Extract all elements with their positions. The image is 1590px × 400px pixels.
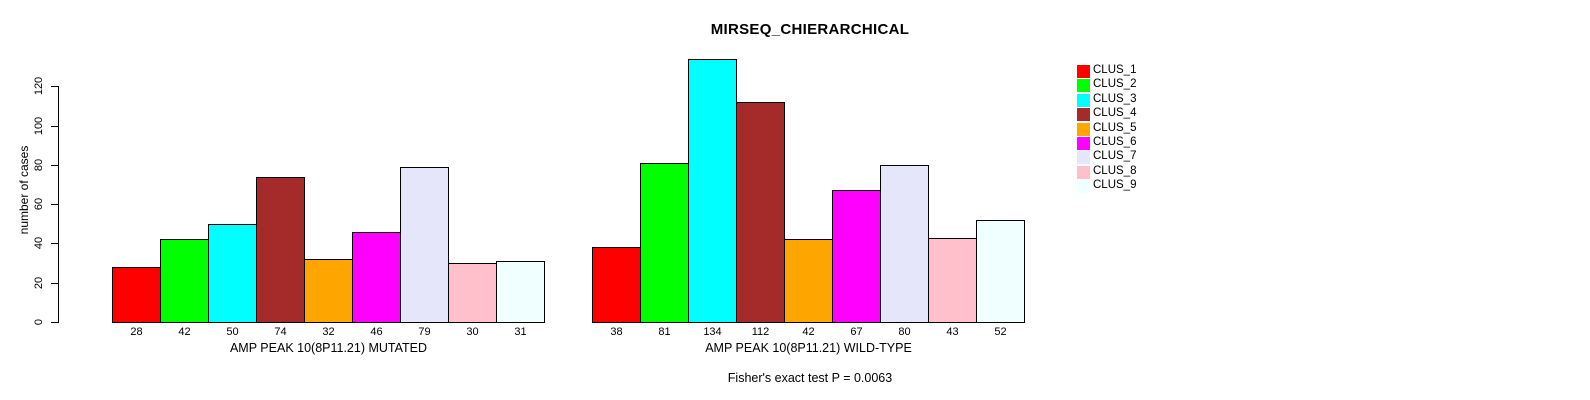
bar-value-label: 80 [898, 326, 911, 338]
bar-value-label: 43 [946, 326, 959, 338]
bar-clus-6 [832, 190, 881, 323]
bar-clus-3 [688, 59, 737, 323]
legend-label-3: CLUS_3 [1093, 92, 1137, 105]
bar-clus-7 [880, 165, 929, 323]
bar-value-label: 31 [514, 326, 527, 338]
bar-value-label: 67 [850, 326, 863, 338]
y-tick-mark [51, 126, 58, 127]
bar-clus-6 [352, 232, 401, 323]
y-tick-label: 40 [33, 236, 45, 250]
y-tick-mark [51, 165, 58, 166]
legend-swatch-6 [1077, 137, 1090, 150]
bar-value-label: 38 [610, 326, 623, 338]
bar-value-label: 32 [322, 326, 335, 338]
legend-label-2: CLUS_2 [1093, 78, 1137, 91]
bar-value-label: 79 [418, 326, 431, 338]
legend-label-1: CLUS_1 [1093, 64, 1137, 76]
y-axis-line [58, 86, 59, 323]
legend-swatch-5 [1077, 122, 1090, 136]
y-axis-label: number of cases [17, 145, 31, 235]
legend-label-7: CLUS_7 [1093, 150, 1137, 163]
legend-swatch-9 [1077, 180, 1090, 194]
bar-value-label: 42 [178, 326, 191, 338]
bar-value-label: 112 [751, 326, 770, 338]
y-tick-label: 0 [33, 318, 45, 326]
bar-clus-1 [112, 267, 161, 323]
legend-swatch-1 [1077, 65, 1090, 78]
x-axis-group-label: AMP PEAK 10(8P11.21) MUTATED [229, 341, 428, 355]
bar-clus-1 [592, 247, 641, 323]
bar-clus-8 [928, 238, 977, 323]
legend-swatch-8 [1077, 165, 1090, 179]
y-tick-label: 20 [33, 276, 45, 290]
legend-swatch-2 [1077, 79, 1090, 93]
bar-value-label: 46 [370, 326, 383, 338]
legend-swatch-3 [1077, 93, 1090, 107]
bar-value-label: 74 [274, 326, 287, 338]
bar-value-label: 28 [130, 326, 143, 338]
y-tick-mark [51, 283, 58, 284]
y-tick-label: 60 [33, 197, 45, 211]
bar-value-label: 81 [658, 326, 671, 338]
y-tick-label: 100 [33, 116, 45, 136]
bar-clus-2 [160, 239, 209, 323]
bar-clus-8 [448, 263, 497, 323]
chart-title: MIRSEQ_CHIERARCHICAL [710, 21, 910, 38]
bar-clus-3 [208, 224, 257, 323]
x-axis-group-label: AMP PEAK 10(8P11.21) WILD-TYPE [705, 341, 912, 355]
legend-label-8: CLUS_8 [1093, 164, 1137, 177]
bar-value-label: 30 [466, 326, 479, 338]
legend-label-4: CLUS_4 [1093, 107, 1137, 120]
bar-clus-2 [640, 163, 689, 323]
y-tick-label: 80 [33, 158, 45, 172]
y-tick-mark [51, 204, 58, 205]
bar-value-label: 42 [802, 326, 815, 338]
bar-clus-7 [400, 167, 449, 323]
y-tick-label: 120 [33, 76, 45, 96]
bar-value-label: 52 [994, 326, 1007, 338]
bar-clus-9 [976, 220, 1025, 323]
legend-label-9: CLUS_9 [1093, 179, 1137, 192]
bar-clus-4 [256, 177, 305, 323]
y-tick-mark [51, 322, 58, 323]
y-tick-mark [51, 243, 58, 244]
legend-label-5: CLUS_5 [1093, 121, 1137, 134]
legend-label-6: CLUS_6 [1093, 136, 1137, 148]
bar-clus-5 [304, 259, 353, 323]
bar-clus-4 [736, 102, 785, 323]
bar-clus-9 [496, 261, 545, 323]
y-tick-mark [51, 86, 58, 87]
legend-swatch-4 [1077, 108, 1090, 122]
bar-value-label: 134 [703, 326, 722, 338]
bar-value-label: 50 [226, 326, 239, 338]
bar-clus-5 [784, 239, 833, 323]
fisher-test-annotation: Fisher's exact test P = 0.0063 [727, 371, 893, 385]
legend-swatch-7 [1077, 151, 1090, 165]
